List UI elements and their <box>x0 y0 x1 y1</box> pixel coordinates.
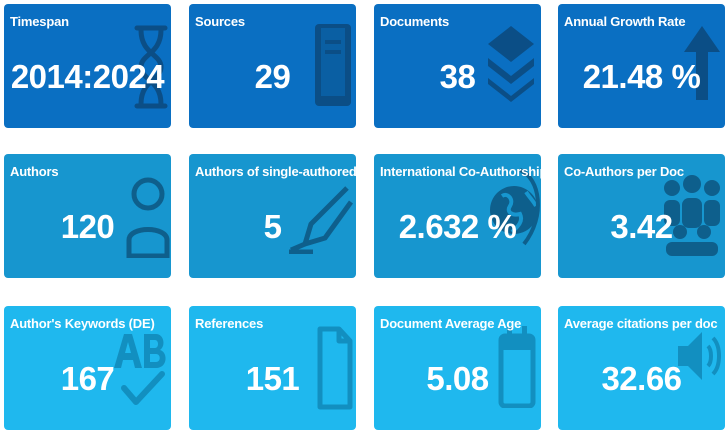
card-label: International Co-Authorship <box>380 164 541 179</box>
card-value: 5 <box>263 208 282 245</box>
card-authors-keywords: Author's Keywords (DE) 167 <box>4 306 171 430</box>
card-authors: Authors 120 <box>4 154 171 278</box>
user-icon <box>126 176 170 258</box>
card-value: 120 <box>60 208 115 245</box>
card-label: Sources <box>195 14 245 29</box>
card-annual-growth-rate: Annual Growth Rate 21.48 % <box>558 4 725 128</box>
card-label: Author's Keywords (DE) <box>10 316 155 331</box>
file-icon <box>317 326 353 410</box>
card-value: 32.66 <box>601 360 682 397</box>
card-label: References <box>195 316 264 331</box>
card-value: 29 <box>254 58 291 95</box>
card-label: Annual Growth Rate <box>564 14 686 29</box>
card-label: Average citations per doc <box>564 316 718 331</box>
users-icon <box>662 172 722 258</box>
card-value: 21.48 % <box>582 58 701 95</box>
card-international-co-authorship: International Co-Authorship 2.632 % <box>374 154 541 278</box>
card-co-authors-per-doc: Co-Authors per Doc 3.42 <box>558 154 725 278</box>
card-label: Co-Authors per Doc <box>564 164 684 179</box>
card-label: Timespan <box>10 14 69 29</box>
card-average-citations-per-doc: Average citations per doc 32.66 <box>558 306 725 430</box>
card-value: 38 <box>439 58 476 95</box>
arrow-up-icon <box>684 26 720 100</box>
card-value: 3.42 <box>610 208 673 245</box>
card-label: Document Average Age <box>380 316 522 331</box>
volume-icon <box>676 326 722 386</box>
card-value: 167 <box>60 360 115 397</box>
card-document-average-age: Document Average Age 5.08 <box>374 306 541 430</box>
spell-check-icon <box>112 324 168 410</box>
card-value: 2014:2024 <box>10 58 165 95</box>
card-label: Documents <box>380 14 449 29</box>
card-label: Authors of single-authored docs <box>195 164 356 179</box>
calendar-icon <box>498 324 536 408</box>
globe-icon <box>490 166 541 250</box>
card-timespan: Timespan 2014:2024 <box>4 4 171 128</box>
pen-icon <box>287 184 353 254</box>
card-references: References 151 <box>189 306 356 430</box>
book-icon <box>313 22 353 108</box>
card-documents: Documents 38 <box>374 4 541 128</box>
card-value: 2.632 % <box>398 208 517 245</box>
card-sources: Sources 29 <box>189 4 356 128</box>
hourglass-icon <box>134 24 168 110</box>
card-value: 5.08 <box>426 360 489 397</box>
card-label: Authors <box>10 164 59 179</box>
layers-icon <box>486 24 536 102</box>
card-single-authored: Authors of single-authored docs 5 <box>189 154 356 278</box>
card-value: 151 <box>245 360 300 397</box>
